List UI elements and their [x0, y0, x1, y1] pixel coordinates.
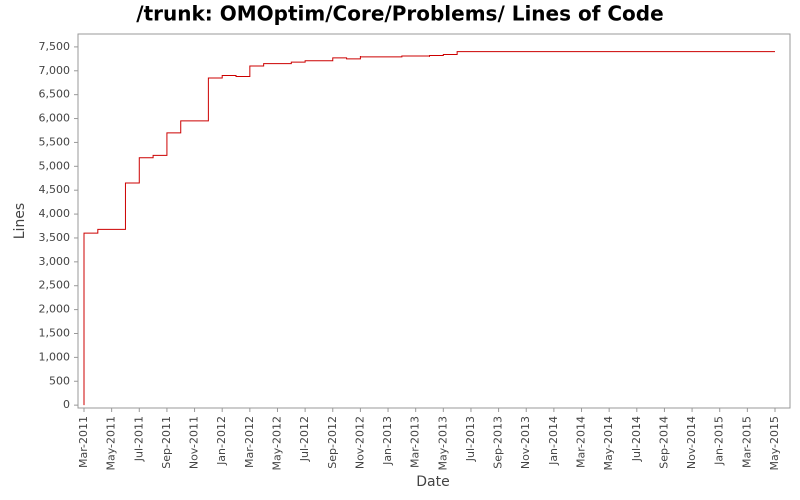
- x-tick-label: Sep-2013: [492, 416, 505, 469]
- y-tick-label: 6,000: [39, 112, 71, 125]
- plot-area: [77, 33, 791, 409]
- x-tick-label: May-2014: [602, 416, 615, 471]
- y-tick-label: 7,000: [39, 64, 71, 77]
- y-tick-label: 5,000: [39, 159, 71, 172]
- y-tick-label: 500: [49, 374, 70, 387]
- x-tick-label: Jan-2014: [547, 416, 560, 466]
- x-tick-label: Jul-2014: [630, 416, 643, 462]
- y-tick-label: 4,000: [39, 207, 71, 220]
- x-tick-label: Nov-2013: [519, 416, 532, 469]
- y-tick-label: 5,500: [39, 135, 71, 148]
- x-tick-label: Jul-2013: [464, 416, 477, 462]
- y-tick-label: 4,500: [39, 183, 71, 196]
- x-tick-label: Jul-2012: [298, 416, 311, 462]
- x-tick-label: Jan-2013: [381, 416, 394, 466]
- y-tick-label: 7,500: [39, 40, 71, 53]
- x-tick-label: Jul-2011: [132, 416, 145, 462]
- x-tick-label: May-2013: [436, 416, 449, 471]
- y-tick-label: 3,500: [39, 231, 71, 244]
- x-tick-label: Jan-2015: [713, 416, 726, 466]
- chart-title: /trunk: OMOptim/Core/Problems/ Lines of …: [136, 2, 663, 26]
- x-tick-label: Nov-2011: [188, 416, 201, 469]
- y-tick-label: 0: [63, 398, 70, 411]
- x-tick-label: Nov-2014: [685, 416, 698, 469]
- y-tick-label: 3,000: [39, 255, 71, 268]
- x-tick-label: Mar-2013: [409, 416, 422, 468]
- x-tick-label: Mar-2011: [77, 416, 90, 468]
- x-tick-label: Mar-2015: [740, 416, 753, 468]
- x-tick-label: Jan-2012: [215, 416, 228, 466]
- line: [83, 51, 775, 406]
- y-axis-label: Lines: [12, 203, 28, 239]
- x-tick-label: Sep-2012: [326, 416, 339, 469]
- y-tick-label: 2,000: [39, 303, 71, 316]
- y-tick-label: 6,500: [39, 88, 71, 101]
- x-tick-label: May-2011: [105, 416, 118, 471]
- x-tick-label: May-2015: [768, 416, 781, 471]
- x-tick-label: May-2012: [270, 416, 283, 471]
- x-tick-label: Mar-2014: [575, 416, 588, 468]
- x-tick-label: Mar-2012: [243, 416, 256, 468]
- y-tick-label: 1,000: [39, 350, 71, 363]
- x-axis-label: Date: [416, 474, 449, 490]
- x-tick-label: Sep-2011: [160, 416, 173, 469]
- x-tick-label: Sep-2014: [657, 416, 670, 469]
- x-tick-label: Nov-2012: [353, 416, 366, 469]
- y-tick-label: 1,500: [39, 326, 71, 339]
- y-tick-label: 2,500: [39, 279, 71, 292]
